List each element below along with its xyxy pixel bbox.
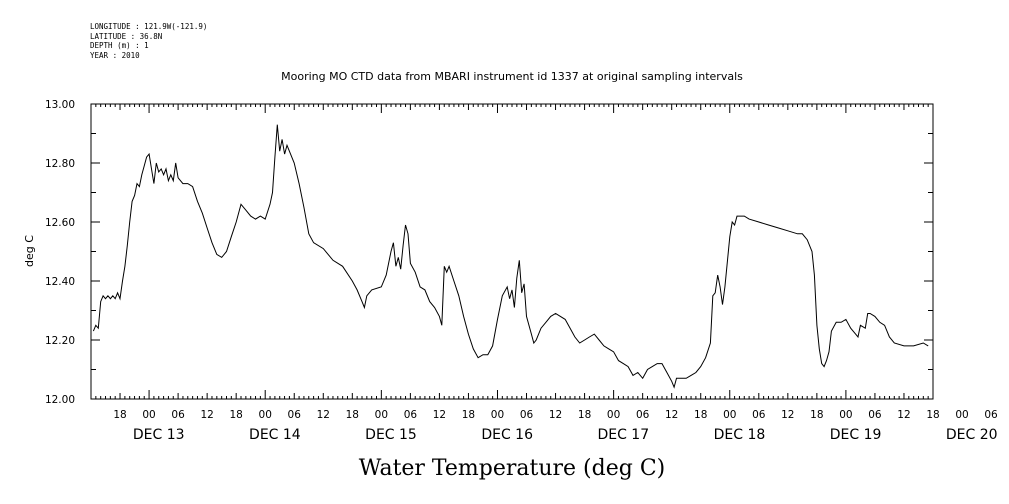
x-hour-label: 12 (317, 409, 330, 421)
x-hour-label: 18 (926, 409, 939, 421)
chart-title: Mooring MO CTD data from MBARI instrumen… (281, 70, 743, 83)
y-tick-label: 12.40 (45, 276, 75, 288)
y-tick-label: 12.80 (45, 158, 75, 170)
x-hour-label: 06 (520, 409, 534, 421)
y-axis-label: deg C (23, 235, 36, 267)
x-day-label: DEC 13 (133, 427, 185, 443)
axis-ticks (90, 103, 934, 400)
y-tick-label: 12.60 (45, 217, 75, 229)
x-hour-label: 18 (810, 409, 823, 421)
x-hour-label: 12 (781, 409, 794, 421)
temperature-series-line (92, 124, 929, 389)
x-hour-label: 00 (607, 409, 620, 421)
x-day-label: DEC 15 (365, 427, 417, 443)
x-hour-label: 12 (200, 409, 213, 421)
x-hour-label: 00 (723, 409, 736, 421)
x-hour-label: 18 (229, 409, 242, 421)
x-hour-label: 12 (433, 409, 446, 421)
x-day-label: DEC 17 (597, 427, 649, 443)
x-hour-label: 06 (752, 409, 766, 421)
x-day-label: DEC 20 (946, 427, 998, 443)
x-day-label: DEC 14 (249, 427, 301, 443)
x-hour-label: 12 (665, 409, 678, 421)
longitude-text: LONGITUDE : 121.9W(-121.9) (90, 22, 208, 31)
x-hour-label: 06 (984, 409, 998, 421)
x-hour-label: 06 (404, 409, 418, 421)
y-tick-label: 12.20 (45, 335, 75, 347)
x-hour-label: 06 (636, 409, 650, 421)
y-tick-labels: 12.00 12.20 12.40 12.60 12.80 13.00 (45, 99, 75, 406)
metadata-block: LONGITUDE : 121.9W(-121.9) LATITUDE : 36.… (90, 22, 207, 60)
plot-frame (90, 103, 934, 400)
x-axis-label: Water Temperature (deg C) (359, 456, 666, 481)
x-hour-label: 18 (694, 409, 707, 421)
x-hour-label: 18 (462, 409, 475, 421)
y-tick-label: 13.00 (45, 99, 75, 111)
x-hour-label: 18 (346, 409, 359, 421)
x-hour-label: 06 (288, 409, 302, 421)
x-day-label: DEC 19 (830, 427, 882, 443)
latitude-text: LATITUDE : 36.8N (90, 31, 163, 41)
depth-text: DEPTH (m) : 1 (90, 41, 149, 50)
x-hour-label: 00 (955, 409, 968, 421)
x-hour-label: 18 (578, 409, 591, 421)
x-hour-label: 00 (839, 409, 852, 421)
x-tick-labels: 18 00 06 12 18 00 06 12 18 00 06 12 18 00 06 12 18 00 06 12… (113, 409, 998, 421)
x-hour-label: 18 (113, 409, 126, 421)
x-hour-label: 00 (375, 409, 388, 421)
year-text: YEAR : 2010 (90, 50, 140, 60)
x-hour-label: 00 (259, 409, 272, 421)
day-labels: DEC 13 DEC 14 DEC 15 DEC 16 DEC 17 DEC 18 DEC … (133, 427, 998, 443)
x-hour-label: 12 (897, 409, 910, 421)
x-hour-label: 00 (142, 409, 155, 421)
x-hour-label: 06 (868, 409, 882, 421)
x-day-label: DEC 18 (714, 427, 766, 443)
x-day-label: DEC 16 (481, 427, 533, 443)
x-hour-label: 00 (491, 409, 504, 421)
x-hour-label: 12 (549, 409, 562, 421)
x-hour-label: 06 (171, 409, 185, 421)
y-tick-label: 12.00 (45, 394, 75, 406)
